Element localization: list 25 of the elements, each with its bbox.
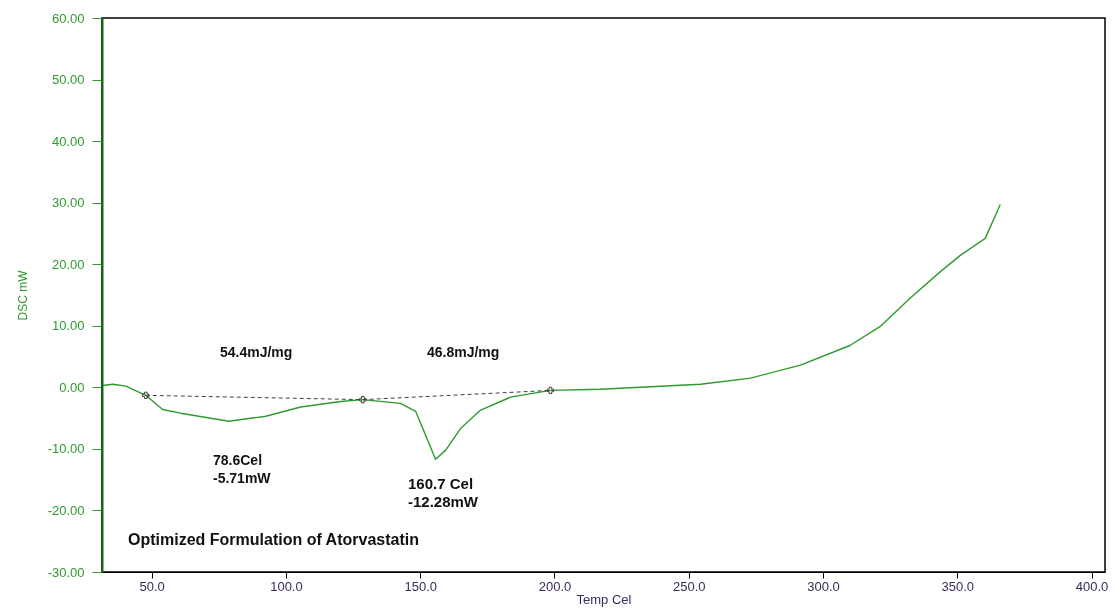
annotation: 46.8mJ/mg (427, 344, 500, 360)
x-tick-label: 400.0 (1075, 578, 1109, 594)
y-tick-label: -30.00 (47, 564, 85, 580)
x-tick-label: 200.0 (538, 578, 572, 594)
x-tick-label: 50.0 (139, 578, 165, 594)
annotation: Optimized Formulation of Atorvastatin (128, 531, 419, 548)
y-tick-label: 60.00 (51, 10, 85, 26)
annotation: 160.7 Cel -12.28mW (408, 475, 479, 510)
y-tick-label: 40.00 (51, 133, 85, 149)
x-tick-label: 350.0 (941, 578, 975, 594)
annotation: 78.6Cel -5.71mW (213, 452, 272, 486)
y-tick-label: -20.00 (47, 502, 85, 518)
x-tick-label: 300.0 (807, 578, 840, 594)
y-tick-label: 30.00 (51, 195, 85, 211)
x-axis-title: Temp Cel (576, 591, 632, 607)
y-tick-label: -10.00 (47, 441, 85, 457)
annotation: 54.4mJ/mg (220, 344, 293, 360)
y-axis-title: DSC mW (15, 269, 30, 321)
y-tick-label: 20.00 (51, 256, 85, 272)
x-tick-label: 150.0 (404, 578, 437, 594)
y-tick-label: 0.00 (59, 379, 85, 395)
y-tick-label: 10.00 (51, 318, 85, 334)
x-tick-label: 250.0 (672, 578, 706, 594)
x-tick-label: 100.0 (270, 578, 303, 594)
y-tick-label: 50.00 (51, 72, 85, 88)
